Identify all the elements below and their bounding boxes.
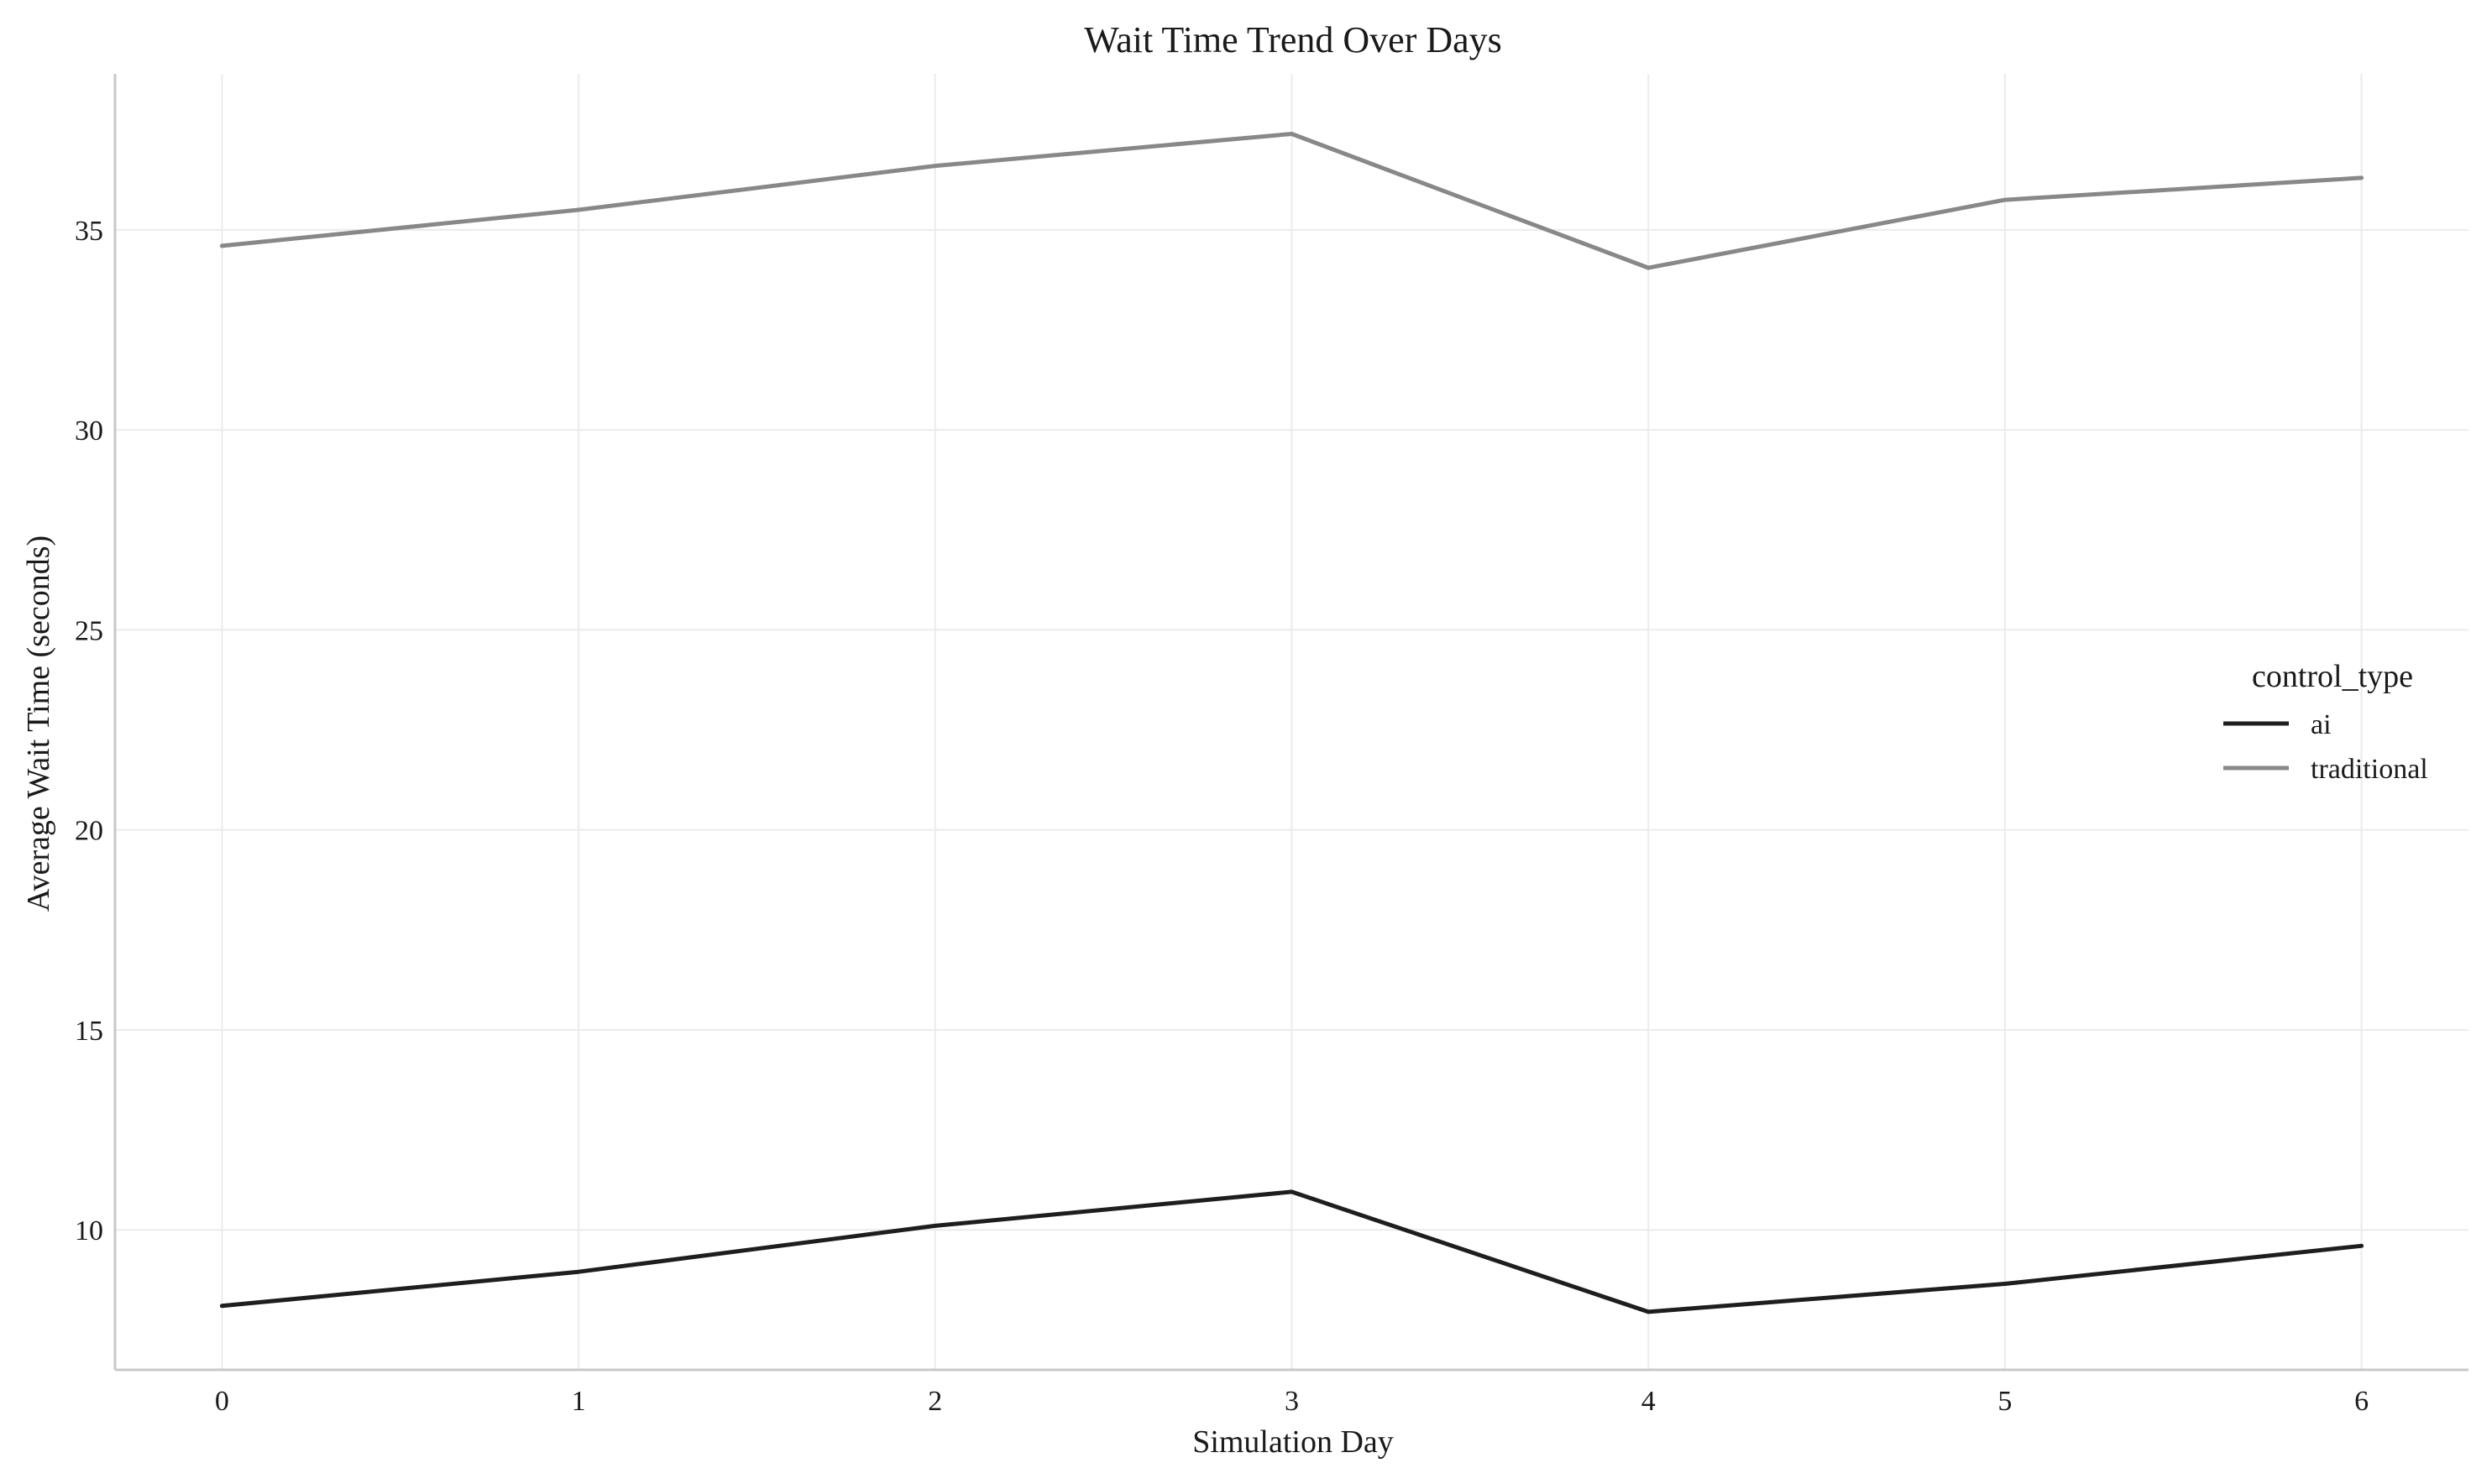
y-tick-label: 35 — [75, 216, 103, 247]
x-tick-label: 1 — [572, 1386, 586, 1417]
grid-layer — [115, 74, 2468, 1370]
legend-label-ai: ai — [2311, 709, 2332, 740]
x-tick-label: 3 — [1285, 1386, 1299, 1417]
axis-spines — [113, 74, 2468, 1372]
x-tick-label: 2 — [928, 1386, 942, 1417]
legend-items: ai traditional — [2223, 709, 2428, 785]
y-tick-label: 10 — [75, 1215, 103, 1246]
y-tick-label: 30 — [75, 415, 103, 447]
x-axis-label: Simulation Day — [1192, 1424, 1394, 1460]
y-axis-label: Average Wait Time (seconds) — [21, 536, 56, 912]
x-tick-label: 6 — [2354, 1386, 2369, 1417]
series-layer — [219, 132, 2364, 1314]
x-tick-label: 4 — [1641, 1386, 1656, 1417]
tick-labels: 0 1 2 3 4 5 6 10 15 20 25 30 35 — [75, 216, 2369, 1417]
x-tick-label: 5 — [1997, 1386, 2012, 1417]
y-tick-label: 15 — [75, 1016, 103, 1047]
series-line-ai — [219, 1189, 2364, 1314]
legend: control_type ai traditional — [2223, 659, 2428, 785]
series-line-traditional — [219, 132, 2364, 270]
legend-label-traditional: traditional — [2311, 754, 2428, 785]
x-tick-label: 0 — [215, 1386, 229, 1417]
chart-title: Wait Time Trend Over Days — [1084, 19, 1502, 60]
legend-title: control_type — [2252, 659, 2413, 694]
y-tick-label: 20 — [75, 816, 103, 847]
y-tick-label: 25 — [75, 615, 103, 646]
